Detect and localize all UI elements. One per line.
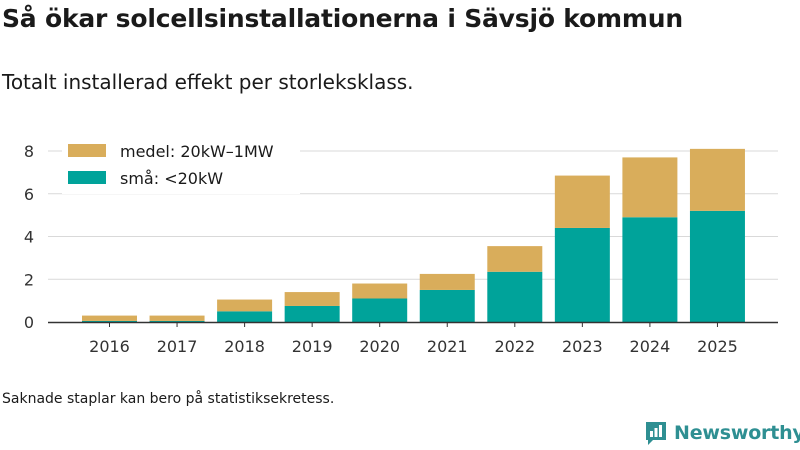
x-tick-label: 2025 bbox=[697, 337, 738, 356]
bar-sma-2018 bbox=[217, 311, 273, 322]
x-tick-label: 2023 bbox=[562, 337, 603, 356]
bar-sma-2021 bbox=[419, 289, 475, 322]
bars bbox=[82, 148, 745, 322]
bar-medel-2022 bbox=[487, 246, 543, 272]
brand-name: Newsworthy bbox=[674, 422, 800, 444]
x-tick-label: 2017 bbox=[157, 337, 198, 356]
chart-title: Så ökar solcellsinstallationerna i Sävsj… bbox=[2, 4, 683, 33]
bar-medel-2025 bbox=[689, 148, 745, 211]
x-tick-label: 2021 bbox=[427, 337, 468, 356]
x-tick-label: 2020 bbox=[359, 337, 400, 356]
x-tick-label: 2019 bbox=[292, 337, 333, 356]
y-tick-label: 2 bbox=[24, 270, 34, 289]
bar-medel-2020 bbox=[352, 283, 408, 299]
bar-medel-2023 bbox=[554, 175, 610, 228]
bar-medel-2019 bbox=[284, 292, 340, 306]
bar-medel-2017 bbox=[149, 315, 205, 321]
legend: medel: 20kW–1MW små: <20kW bbox=[62, 138, 300, 194]
y-axis-ticks: 0 2 4 6 8 bbox=[24, 142, 34, 332]
x-tick-label: 2022 bbox=[494, 337, 535, 356]
y-tick-label: 6 bbox=[24, 185, 34, 204]
bar-sma-2024 bbox=[622, 217, 678, 322]
x-tick-label: 2018 bbox=[224, 337, 265, 356]
x-tick-label: 2016 bbox=[89, 337, 130, 356]
legend-label-sma: små: <20kW bbox=[120, 169, 223, 188]
y-tick-label: 4 bbox=[24, 228, 34, 247]
bar-sma-2022 bbox=[487, 271, 543, 322]
bar-sma-2016 bbox=[82, 320, 137, 322]
newsworthy-logo[interactable]: Newsworthy bbox=[644, 420, 800, 446]
bar-sma-2023 bbox=[554, 227, 610, 322]
bar-medel-2018 bbox=[217, 299, 273, 312]
y-tick-label: 8 bbox=[24, 142, 34, 161]
legend-swatch-sma bbox=[68, 171, 106, 184]
bar-medel-2024 bbox=[622, 157, 678, 218]
newsworthy-icon bbox=[646, 422, 666, 445]
bar-medel-2016 bbox=[82, 315, 137, 321]
bar-sma-2020 bbox=[352, 298, 408, 322]
x-axis-ticks: 2016 2017 2018 2019 2020 2021 2022 2023 2024 2025 bbox=[89, 322, 738, 356]
y-tick-label: 0 bbox=[24, 313, 34, 332]
chart-subtitle: Totalt installerad effekt per storlekskl… bbox=[2, 70, 414, 94]
bar-sma-2025 bbox=[689, 210, 745, 322]
legend-label-medel: medel: 20kW–1MW bbox=[120, 142, 274, 161]
footnote: Saknade staplar kan bero på statistiksek… bbox=[2, 391, 335, 407]
legend-swatch-medel bbox=[68, 144, 106, 157]
bar-sma-2019 bbox=[284, 305, 340, 322]
x-tick-label: 2024 bbox=[630, 337, 671, 356]
bar-sma-2017 bbox=[149, 320, 205, 322]
bar-medel-2021 bbox=[419, 273, 475, 290]
